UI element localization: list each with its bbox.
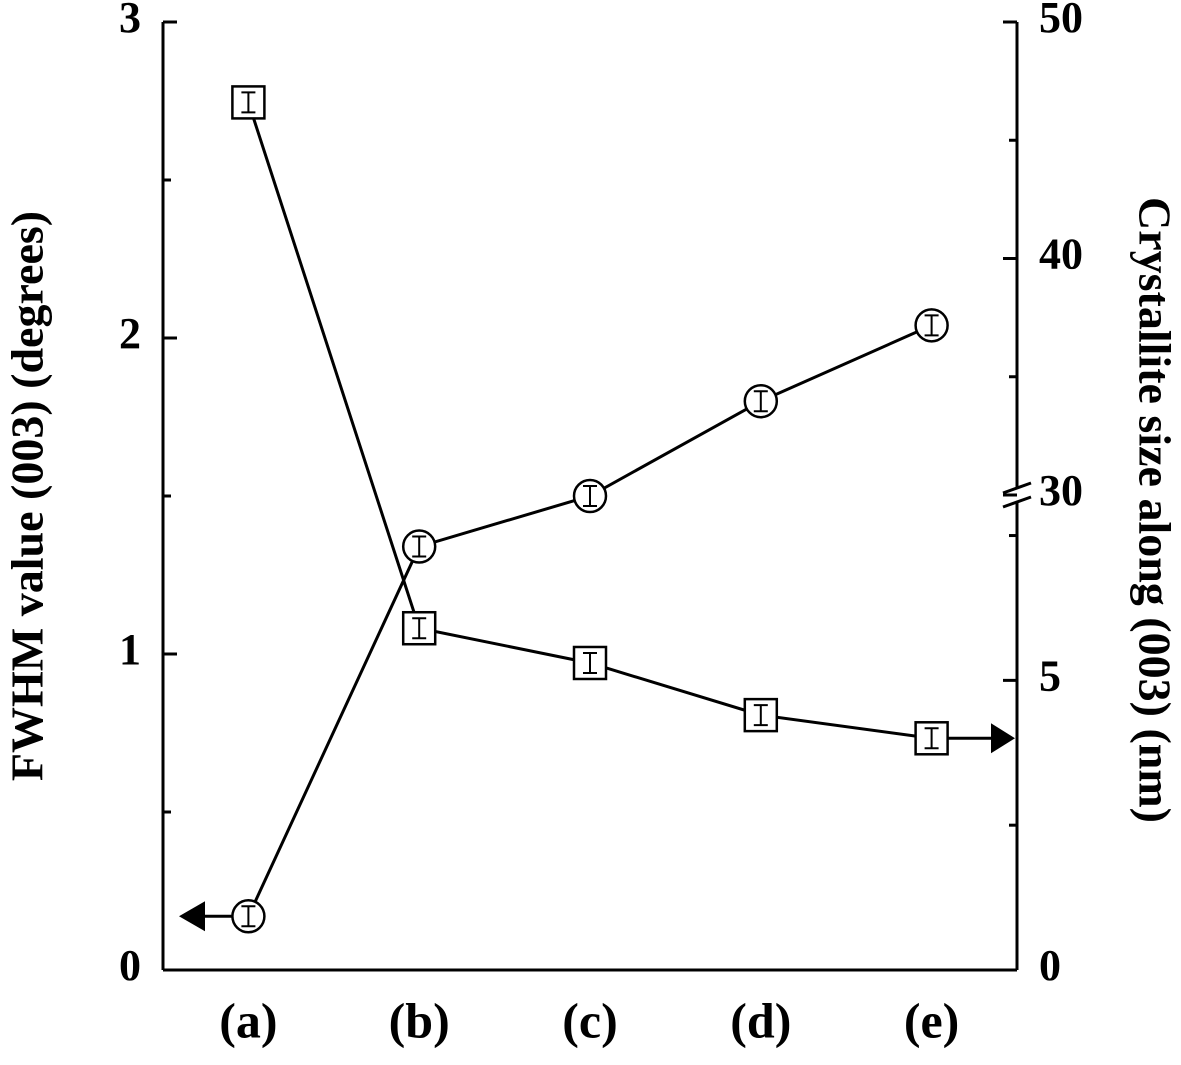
error-bar [412, 535, 427, 558]
axis-break [1002, 481, 1032, 495]
x-tick-label: (a) [219, 992, 277, 1048]
error-bar [924, 727, 939, 750]
y-tick-label: 1 [119, 625, 141, 674]
x-tick-label: (c) [562, 992, 618, 1048]
y2-tick-label: 0 [1039, 941, 1061, 990]
axis-break [1002, 495, 1032, 509]
error-bar [753, 704, 768, 727]
y-tick-label: 3 [119, 0, 141, 42]
y-axis-label: FWHM value (003) (degrees) [2, 211, 53, 781]
x-tick-label: (b) [389, 992, 450, 1048]
y2-tick-label: 40 [1039, 230, 1083, 279]
error-bar [924, 314, 939, 337]
axis-arrow-head [991, 723, 1015, 754]
y2-tick-label: 30 [1039, 466, 1083, 515]
error-bar [753, 390, 768, 413]
y-tick-label: 2 [119, 309, 141, 358]
error-bar [241, 905, 256, 928]
error-bar [412, 617, 427, 640]
error-bar [583, 485, 597, 507]
axis-arrow-head [179, 901, 205, 932]
y2-tick-label: 5 [1039, 651, 1061, 700]
x-tick-label: (e) [904, 992, 960, 1048]
y2-tick-label: 50 [1039, 0, 1083, 42]
series-line [246, 101, 932, 740]
error-bar [583, 651, 597, 674]
error-bar [241, 91, 256, 114]
x-tick-label: (d) [730, 992, 791, 1048]
y2-axis-label: Crystallite size along (003) (nm) [1129, 197, 1180, 823]
y-tick-label: 0 [119, 941, 141, 990]
